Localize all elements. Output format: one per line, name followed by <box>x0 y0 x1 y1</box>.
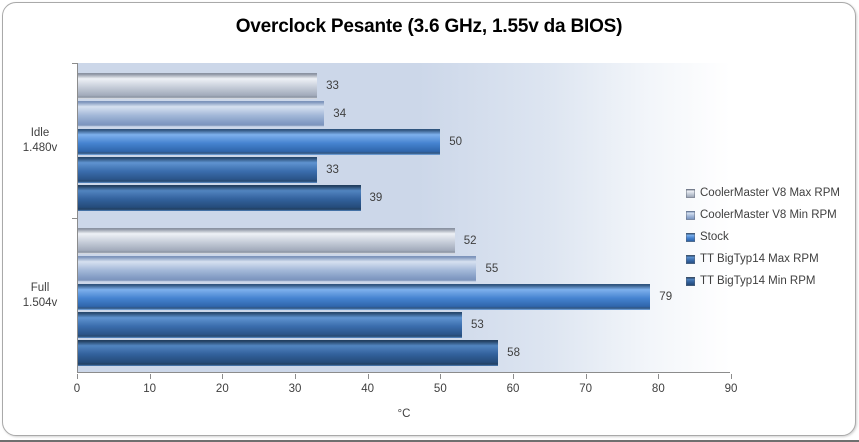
category-label: Idle 1.480v <box>9 126 71 156</box>
legend-item: CoolerMaster V8 Max RPM <box>686 187 840 199</box>
category-tick <box>72 217 78 219</box>
legend-label: CoolerMaster V8 Min RPM <box>700 209 837 221</box>
bar-value-label: 58 <box>507 347 520 359</box>
bar-group: 33 34 50 33 39 <box>78 63 730 218</box>
legend-item: TT BigTyp14 Max RPM <box>686 253 840 265</box>
category-label-line1: Idle <box>30 126 50 139</box>
bar-value-label: 50 <box>449 136 463 148</box>
plot-area: 33 34 50 33 39 52 55 79 53 58 <box>72 63 730 373</box>
x-axis-title: °C <box>397 408 411 420</box>
legend-swatch-icon <box>686 188 695 198</box>
category-label-line2: 1.504v <box>22 296 58 309</box>
legend-label: CoolerMaster V8 Max RPM <box>700 187 840 199</box>
bar-value-label: 52 <box>463 235 477 247</box>
legend-item: TT BigTyp14 Min RPM <box>686 275 840 287</box>
chart-title: Overclock Pesante (3.6 GHz, 1.55v da BIO… <box>235 16 623 37</box>
legend-label: Stock <box>700 231 729 243</box>
x-tick-label: 70 <box>579 383 593 395</box>
x-tick-mark <box>77 374 78 379</box>
bar-value-label: 53 <box>470 319 484 331</box>
bar: 58 <box>78 340 520 366</box>
x-axis-ticks: 0 10 20 30 40 50 60 70 80 90 <box>73 373 737 403</box>
x-tick-label: 60 <box>506 383 520 395</box>
category-label-line1: Full <box>30 281 50 294</box>
x-tick-mark <box>585 374 587 379</box>
legend-item: Stock <box>686 231 840 243</box>
x-tick-label: 50 <box>433 383 447 395</box>
x-tick-label: 20 <box>215 383 229 395</box>
bar-value-label: 33 <box>326 164 339 176</box>
bar: 55 <box>78 256 498 282</box>
legend-label: TT BigTyp14 Min RPM <box>700 275 816 287</box>
legend-swatch-icon <box>686 254 695 264</box>
category-label: Full 1.504v <box>9 281 71 311</box>
bar-value-label: 79 <box>659 291 673 303</box>
x-tick-mark <box>295 374 296 379</box>
bar-groups: 33 34 50 33 39 52 55 79 53 58 <box>78 63 730 373</box>
x-tick-label: 0 <box>73 383 81 395</box>
bar: 50 <box>78 129 462 155</box>
legend-swatch-icon <box>686 232 695 242</box>
x-tick-label: 90 <box>724 383 738 395</box>
bar-group: 52 55 79 53 58 <box>78 218 730 373</box>
bar: 52 <box>78 228 477 254</box>
x-tick-mark <box>440 374 442 379</box>
bar: 79 <box>78 284 672 310</box>
legend-item: CoolerMaster V8 Min RPM <box>686 209 840 221</box>
legend: CoolerMaster V8 Max RPM CoolerMaster V8 M… <box>686 187 840 297</box>
x-tick-label: 10 <box>143 383 157 395</box>
bar: 33 <box>78 157 339 183</box>
x-tick-label: 30 <box>288 383 302 395</box>
x-tick-label: 40 <box>361 383 375 395</box>
bar-value-label: 33 <box>326 80 339 92</box>
bar-value-label: 39 <box>369 192 383 204</box>
bar: 53 <box>78 312 484 338</box>
x-tick-mark <box>731 374 732 379</box>
chart-frame: Overclock Pesante (3.6 GHz, 1.55v da BIO… <box>2 2 856 436</box>
bar: 39 <box>78 185 382 211</box>
page-bottom-line <box>0 440 859 442</box>
x-tick-mark <box>513 374 514 379</box>
bar: 33 <box>78 73 339 99</box>
legend-swatch-icon <box>686 276 695 286</box>
legend-swatch-icon <box>686 210 695 220</box>
category-tick <box>72 63 78 64</box>
category-label-line2: 1.480v <box>22 141 58 154</box>
category-labels: Idle 1.480v Full 1.504v <box>9 63 71 373</box>
bar: 34 <box>78 101 346 127</box>
x-tick-mark <box>222 374 224 379</box>
x-tick-mark <box>149 374 151 379</box>
bar-value-label: 34 <box>333 108 347 120</box>
x-tick-label: 80 <box>651 383 665 395</box>
x-tick-mark <box>658 374 660 379</box>
bar-value-label: 55 <box>485 263 499 275</box>
x-tick-mark <box>367 374 369 379</box>
legend-label: TT BigTyp14 Max RPM <box>700 253 819 265</box>
